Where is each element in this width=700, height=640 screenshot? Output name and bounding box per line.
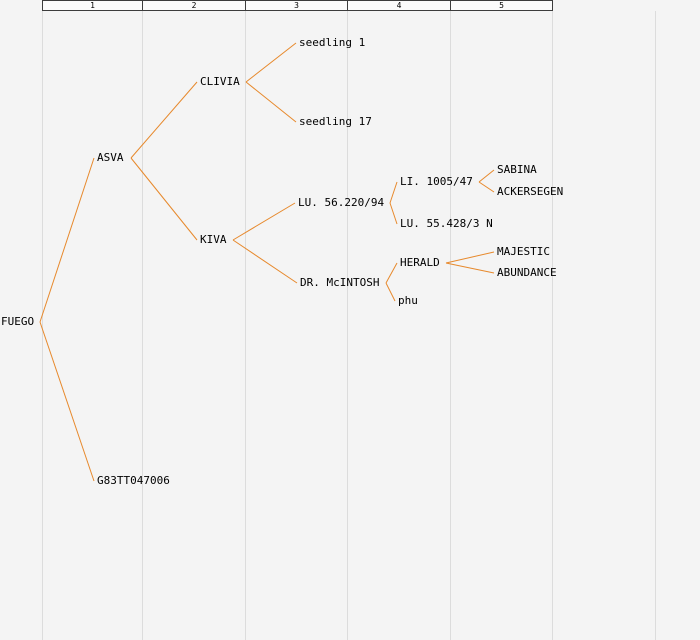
tree-node-lu-55-428-3-n[interactable]: LU. 55.428/3 N: [400, 217, 493, 230]
tree-node-majestic[interactable]: MAJESTIC: [497, 245, 550, 258]
edge-kiva-dr-mcintosh: [232, 239, 298, 284]
edge-lu56-lu-55-428-3-n: [389, 202, 398, 225]
edge-li-ackersegen: [478, 181, 495, 193]
tree-node-herald[interactable]: HERALD: [400, 256, 440, 269]
edge-clivia-seedling-1: [245, 42, 297, 83]
edge-lu56-li-1005-47: [389, 181, 398, 204]
tree-node-sabina[interactable]: SABINA: [497, 163, 537, 176]
generation-header: 1 2 3 4 5: [42, 0, 553, 11]
edge-li-sabina: [478, 169, 495, 183]
tree-node-phu[interactable]: phu: [398, 294, 418, 307]
tree-node-kiva[interactable]: KIVA: [200, 233, 227, 246]
generation-box-5[interactable]: 5: [450, 0, 553, 11]
edge-fuego-g83tt047006: [39, 321, 95, 482]
tree-node-li-1005-47[interactable]: LI. 1005/47: [400, 175, 473, 188]
edge-kiva-lu-56-220-94: [232, 202, 296, 241]
tree-node-dr-mcintosh[interactable]: DR. McINTOSH: [300, 276, 380, 289]
tree-node-abundance[interactable]: ABUNDANCE: [497, 266, 557, 279]
grid-lines: [42, 11, 656, 640]
edge-drmcintosh-herald: [385, 262, 398, 284]
tree-node-lu-56-220-94[interactable]: LU. 56.220/94: [298, 196, 385, 209]
tree-node-asva[interactable]: ASVA: [97, 151, 124, 164]
edge-fuego-asva: [39, 157, 95, 323]
generation-box-1[interactable]: 1: [42, 0, 143, 11]
edge-asva-kiva: [130, 157, 198, 241]
tree-node-fuego[interactable]: FUEGO: [1, 315, 35, 328]
generation-box-3[interactable]: 3: [245, 0, 348, 11]
edge-herald-majestic: [445, 251, 495, 264]
tree-node-g83tt047006[interactable]: G83TT047006: [97, 474, 170, 487]
tree-node-seedling-1[interactable]: seedling 1: [299, 36, 366, 49]
tree-node-seedling-17[interactable]: seedling 17: [299, 115, 372, 128]
edge-asva-clivia: [130, 81, 198, 159]
tree-node-ackersegen[interactable]: ACKERSEGEN: [497, 185, 564, 198]
generation-box-2[interactable]: 2: [142, 0, 246, 11]
generation-box-4[interactable]: 4: [347, 0, 451, 11]
edge-clivia-seedling-17: [245, 81, 297, 123]
edge-herald-abundance: [445, 262, 495, 274]
tree-node-clivia[interactable]: CLIVIA: [200, 75, 240, 88]
edge-drmcintosh-phu: [385, 282, 396, 302]
